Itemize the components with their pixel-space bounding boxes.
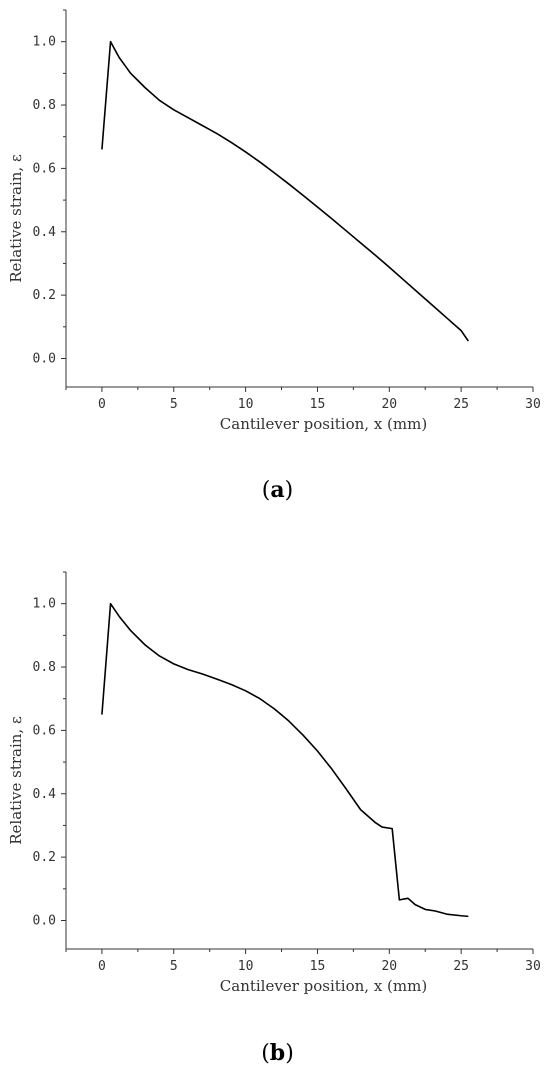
x-tick-label: 5 bbox=[170, 397, 178, 412]
x-tick-label: 0 bbox=[98, 397, 106, 412]
x-axis-title: Cantilever position, x (mm) bbox=[220, 977, 427, 995]
panel-letter: a bbox=[270, 477, 284, 503]
x-tick-label: 20 bbox=[381, 397, 397, 412]
y-tick-label: 0.8 bbox=[33, 660, 56, 675]
panel-letter: b bbox=[270, 1040, 285, 1066]
y-tick-label: 0.6 bbox=[33, 161, 56, 176]
x-tick-label: 10 bbox=[238, 397, 254, 412]
x-tick-label: 25 bbox=[453, 397, 469, 412]
y-tick-label: 0.4 bbox=[33, 787, 57, 802]
x-tick-label: 30 bbox=[525, 397, 541, 412]
panel-b-chart: 0 5 10 15 20 25 30 0.0 0.2 0.4 0.6 0.8 1.0 Cantilever… bbox=[7, 571, 541, 1066]
x-tick-label: 30 bbox=[525, 959, 541, 974]
x-tick-label: 25 bbox=[453, 959, 469, 974]
x-axis-title: Cantilever position, x (mm) bbox=[220, 415, 427, 433]
y-tick-label: 1.0 bbox=[33, 597, 56, 612]
x-tick-label: 15 bbox=[310, 397, 326, 412]
series-line-0 bbox=[101, 602, 469, 918]
x-tick-label: 5 bbox=[170, 959, 178, 974]
panel-label: (a) bbox=[262, 477, 293, 503]
x-tick-label: 0 bbox=[98, 959, 106, 974]
y-tick-label: 0.8 bbox=[33, 98, 56, 113]
series-line-0 bbox=[101, 40, 469, 342]
y-tick-label: 0.0 bbox=[33, 913, 56, 928]
y-tick-label: 0.2 bbox=[33, 288, 56, 303]
y-tick-label: 0.6 bbox=[33, 723, 56, 738]
y-axis-title: Relative strain, ε bbox=[7, 154, 25, 283]
y-tick-label: 1.0 bbox=[33, 35, 56, 50]
y-tick-label: 0.4 bbox=[33, 225, 57, 240]
y-tick-label: 0.2 bbox=[33, 850, 56, 865]
x-tick-label: 10 bbox=[238, 959, 254, 974]
panel-a-chart: 0 5 10 15 20 25 30 0.0 0.2 0.4 0.6 0.8 1.0 Cantilever… bbox=[7, 9, 541, 503]
x-tick-label: 15 bbox=[310, 959, 326, 974]
y-tick-label: 0.0 bbox=[33, 351, 56, 366]
panel-label: (b) bbox=[261, 1040, 294, 1066]
x-tick-label: 20 bbox=[381, 959, 397, 974]
y-axis-title: Relative strain, ε bbox=[7, 716, 25, 845]
